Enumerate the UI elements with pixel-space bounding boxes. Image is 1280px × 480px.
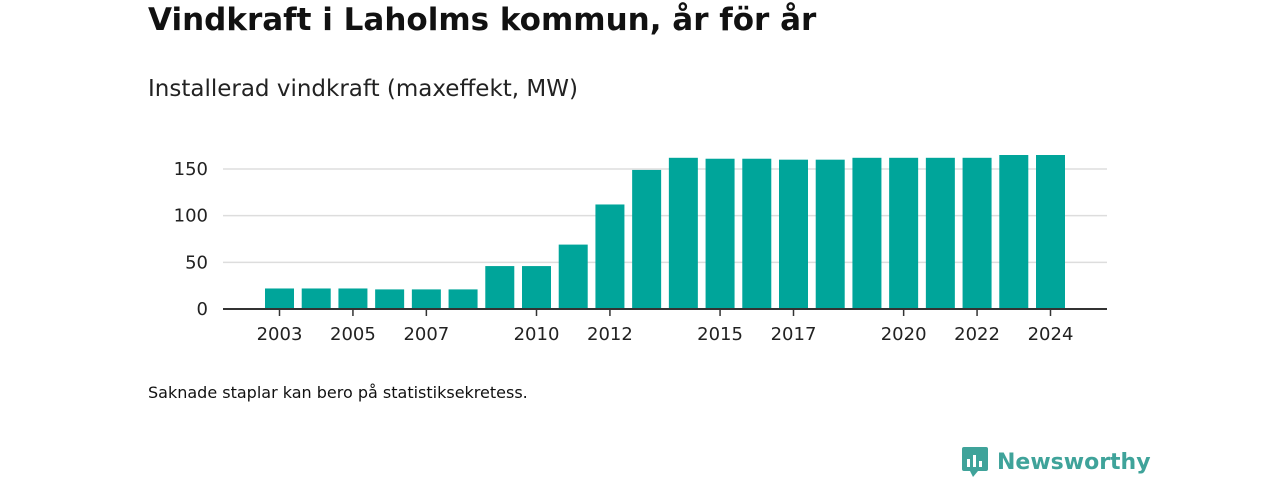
chart-subtitle: Installerad vindkraft (maxeffekt, MW)	[148, 76, 578, 102]
brand-logo: Newsworthy	[961, 446, 1151, 478]
bar-2018	[815, 159, 845, 309]
bar-2005	[338, 288, 368, 309]
bar-2023	[999, 155, 1029, 309]
bar-chart-speech-bubble-icon	[962, 447, 988, 477]
y-tick-label: 50	[185, 252, 208, 273]
bar-2015	[705, 158, 735, 309]
x-tick-label: 2005	[330, 324, 376, 345]
bar-2004	[301, 288, 331, 309]
x-tick-label: 2003	[257, 324, 303, 345]
x-tick-label: 2010	[514, 324, 560, 345]
bar-2006	[375, 289, 405, 309]
x-tick-label: 2022	[954, 324, 1000, 345]
bar-2017	[779, 159, 808, 309]
y-axis-ticks: 0 50 100 150	[174, 159, 208, 320]
bars	[265, 155, 1065, 309]
bar-2020	[889, 157, 919, 309]
bar-2013	[632, 169, 662, 309]
x-tick-label: 2024	[1028, 324, 1074, 345]
y-tick-label: 100	[174, 206, 208, 227]
bar-2011	[558, 244, 588, 309]
bar-2008	[448, 289, 478, 309]
bar-2021	[925, 157, 955, 309]
bar-2003	[265, 288, 294, 309]
x-axis-ticks: 2003 2005 2007 2010 2012 2015 2017 2020 2022 2024	[257, 309, 1074, 345]
footnote: Saknade staplar kan bero på statistiksek…	[148, 383, 528, 402]
bar-2012	[595, 204, 625, 309]
x-tick-label: 2012	[587, 324, 633, 345]
bar-2007	[411, 289, 441, 309]
bar-2022	[962, 157, 992, 309]
y-tick-label: 150	[174, 159, 208, 180]
bar-2016	[742, 158, 772, 309]
bar-2014	[668, 157, 698, 309]
x-tick-label: 2017	[771, 324, 817, 345]
gridlines	[223, 168, 1107, 264]
y-tick-label: 0	[197, 299, 208, 320]
x-tick-label: 2020	[881, 324, 927, 345]
bar-2009	[485, 266, 515, 309]
bar-2010	[522, 266, 551, 309]
x-tick-label: 2007	[403, 324, 449, 345]
bar-2019	[852, 157, 882, 309]
chart-title: Vindkraft i Laholms kommun, år för år	[148, 2, 817, 38]
bar-2024	[1036, 155, 1065, 309]
brand-name: Newsworthy	[997, 449, 1151, 475]
x-tick-label: 2015	[697, 324, 743, 345]
